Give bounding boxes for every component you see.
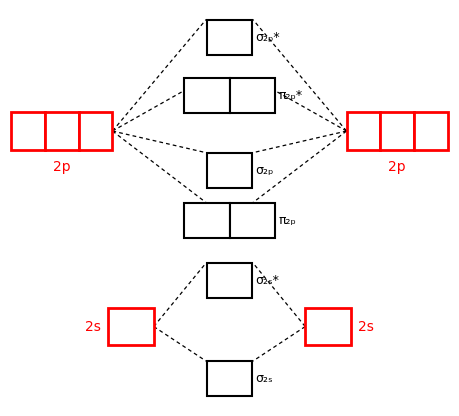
Bar (207, 153, 252, 188)
Bar (230, 203, 275, 238)
Text: 2p: 2p (388, 160, 406, 174)
Bar (79, 112, 112, 150)
Bar (184, 78, 230, 113)
Text: 2p: 2p (53, 160, 71, 174)
Bar (207, 20, 252, 55)
Text: 2s: 2s (358, 319, 374, 334)
Bar (207, 361, 252, 396)
Text: 2s: 2s (85, 319, 101, 334)
Bar (184, 203, 230, 238)
Bar (230, 78, 275, 113)
Bar (45, 112, 79, 150)
Text: σ₂ₚ: σ₂ₚ (255, 164, 274, 177)
Text: π₂ₚ*: π₂ₚ* (278, 89, 302, 102)
Text: σ₂ₛ*: σ₂ₛ* (255, 274, 279, 287)
Bar (414, 112, 448, 150)
Bar (207, 263, 252, 299)
Text: σ₂ₛ: σ₂ₛ (255, 372, 273, 385)
Bar (11, 112, 45, 150)
Text: π₂ₚ: π₂ₚ (278, 214, 296, 227)
Text: σ₂ₚ*: σ₂ₚ* (255, 31, 280, 44)
Bar (347, 112, 380, 150)
Bar (108, 308, 154, 345)
Bar (305, 308, 351, 345)
Bar (380, 112, 414, 150)
